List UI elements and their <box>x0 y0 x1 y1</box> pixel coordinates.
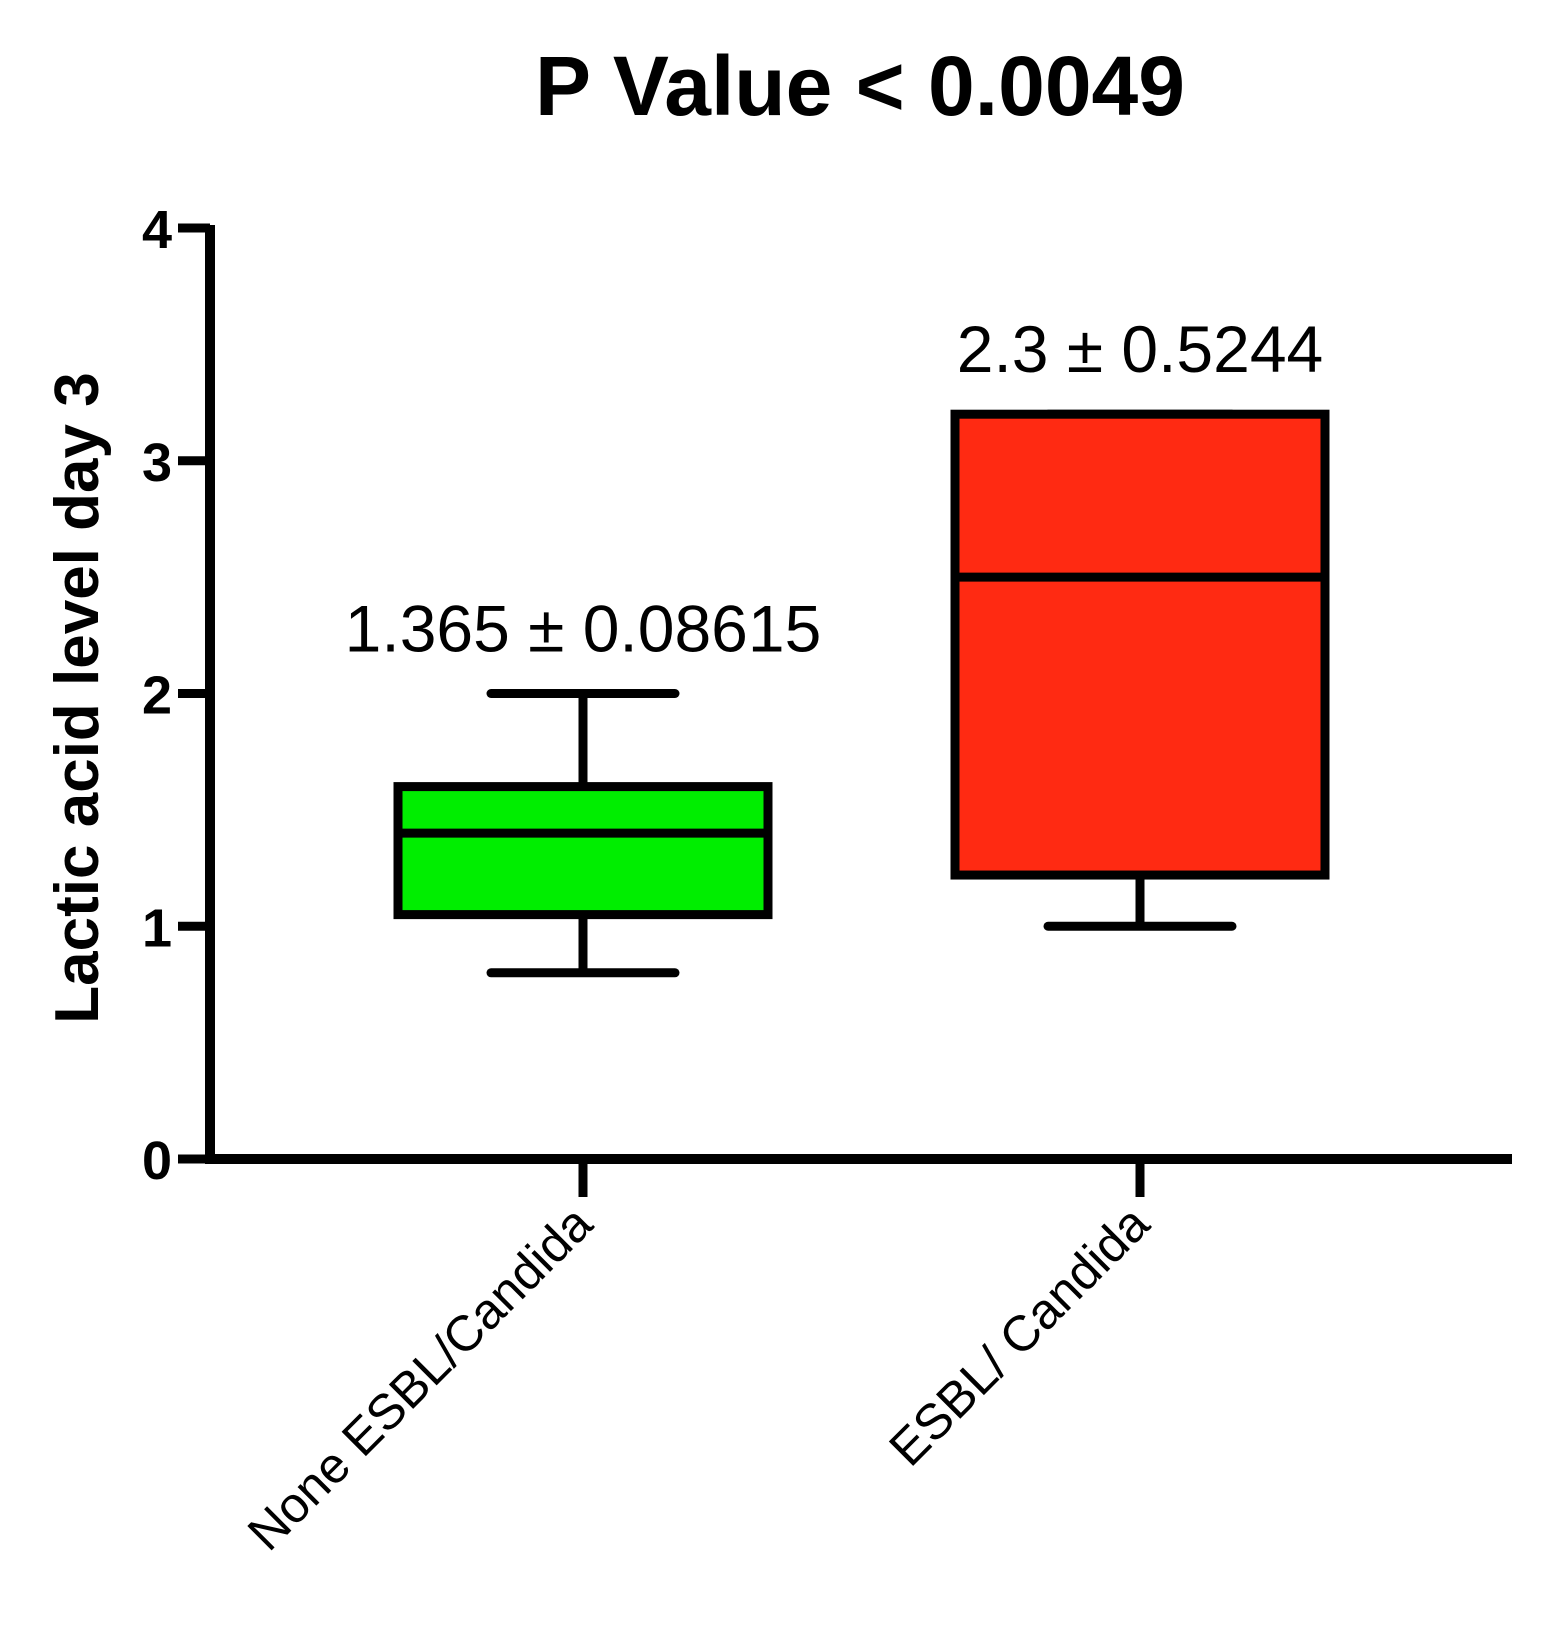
box-group: 1.365 ± 0.08615 <box>345 592 822 978</box>
axes: 0 1 2 3 4 None ESBL/Candida ESBL/ Candida <box>142 200 1512 1561</box>
y-tick-label: 3 <box>142 433 172 493</box>
box-iqr <box>950 409 1330 880</box>
data-label: 2.3 ± 0.5244 <box>957 312 1324 386</box>
x-tick-label: None ESBL/Candida <box>237 1195 603 1561</box>
y-tick-label: 0 <box>142 1131 172 1191</box>
x-tick-label: ESBL/ Candida <box>878 1195 1159 1476</box>
box-iqr <box>393 782 773 920</box>
box-series: 1.365 ± 0.08615 2.3 ± 0.5244 <box>345 312 1330 978</box>
box-group: 2.3 ± 0.5244 <box>950 312 1330 931</box>
chart-title: P Value < 0.0049 <box>535 39 1185 133</box>
y-tick-label: 1 <box>142 898 172 958</box>
data-label: 1.365 ± 0.08615 <box>345 592 822 666</box>
y-axis-label: Lactic acid level day 3 <box>43 372 112 1023</box>
y-tick-label: 2 <box>142 666 172 726</box>
y-tick-label: 4 <box>142 200 172 260</box>
